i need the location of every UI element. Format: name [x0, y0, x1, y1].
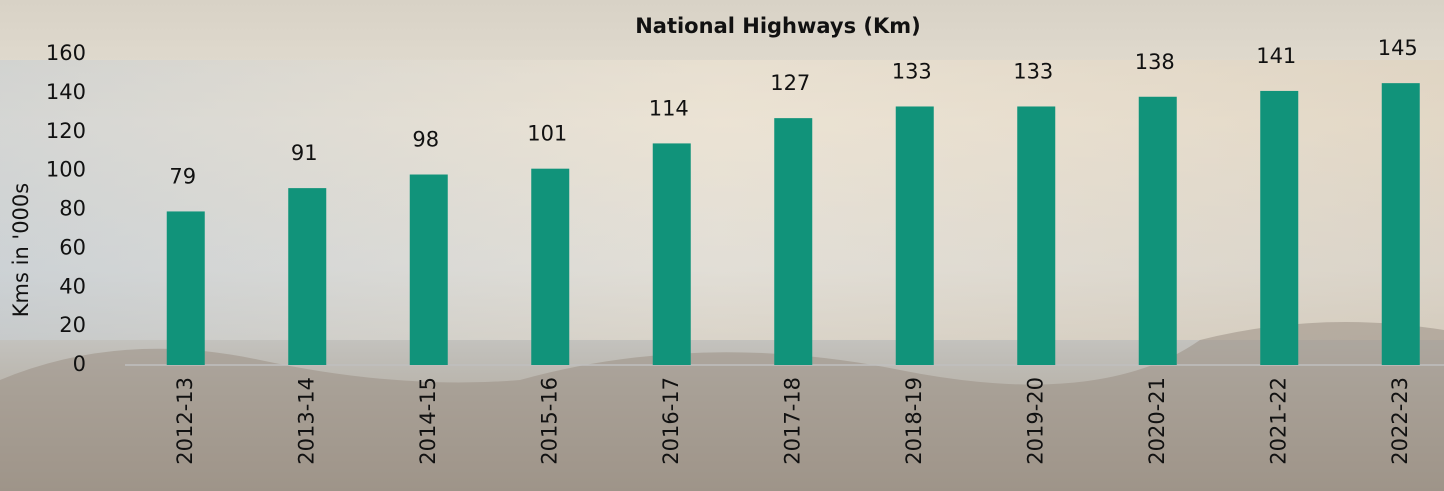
- data-label: 145: [1378, 36, 1418, 60]
- y-axis-title: Kms in '000s: [9, 183, 33, 317]
- bar: [531, 169, 569, 365]
- data-label: 79: [169, 164, 196, 188]
- x-tick-label: 2018-19: [902, 377, 926, 465]
- chart-title: National Highways (Km): [635, 14, 921, 38]
- bar: [1260, 91, 1298, 365]
- x-tick-label: 2014-15: [416, 377, 440, 465]
- data-label: 98: [412, 128, 439, 152]
- bar: [1017, 106, 1055, 365]
- data-label: 138: [1135, 50, 1175, 74]
- y-tick-label: 100: [46, 158, 86, 182]
- bar: [167, 211, 205, 365]
- data-label: 114: [649, 96, 689, 120]
- data-label: 127: [770, 71, 810, 95]
- bar: [1382, 83, 1420, 365]
- x-tick-label: 2012-13: [173, 377, 197, 465]
- bar: [288, 188, 326, 365]
- bar: [774, 118, 812, 365]
- data-label: 133: [1013, 59, 1053, 83]
- y-tick-label: 140: [46, 80, 86, 104]
- bar: [653, 143, 691, 365]
- y-tick-label: 0: [73, 352, 86, 376]
- x-tick-label: 2013-14: [294, 377, 318, 465]
- data-label: 133: [892, 59, 932, 83]
- bar: [410, 175, 448, 365]
- background-glow: [0, 60, 1444, 340]
- chart: National Highways (Km) Kms in '000s 0 20 4…: [0, 0, 1444, 491]
- x-tick-label: 2016-17: [659, 377, 683, 465]
- x-tick-label: 2017-18: [780, 377, 804, 465]
- y-tick-label: 160: [46, 41, 86, 65]
- x-tick-label: 2022-23: [1388, 377, 1412, 465]
- data-label: 141: [1256, 44, 1296, 68]
- y-tick-label: 120: [46, 119, 86, 143]
- data-label: 91: [291, 141, 318, 165]
- x-tick-label: 2019-20: [1023, 377, 1047, 465]
- data-label: 101: [527, 122, 567, 146]
- y-tick-label: 80: [59, 197, 86, 221]
- y-tick-label: 60: [59, 235, 86, 259]
- x-tick-label: 2021-22: [1266, 377, 1290, 465]
- y-tick-label: 40: [59, 274, 86, 298]
- bar: [896, 106, 934, 365]
- bar: [1139, 97, 1177, 365]
- x-tick-label: 2015-16: [537, 377, 561, 465]
- y-tick-label: 20: [59, 313, 86, 337]
- x-tick-label: 2020-21: [1145, 377, 1169, 465]
